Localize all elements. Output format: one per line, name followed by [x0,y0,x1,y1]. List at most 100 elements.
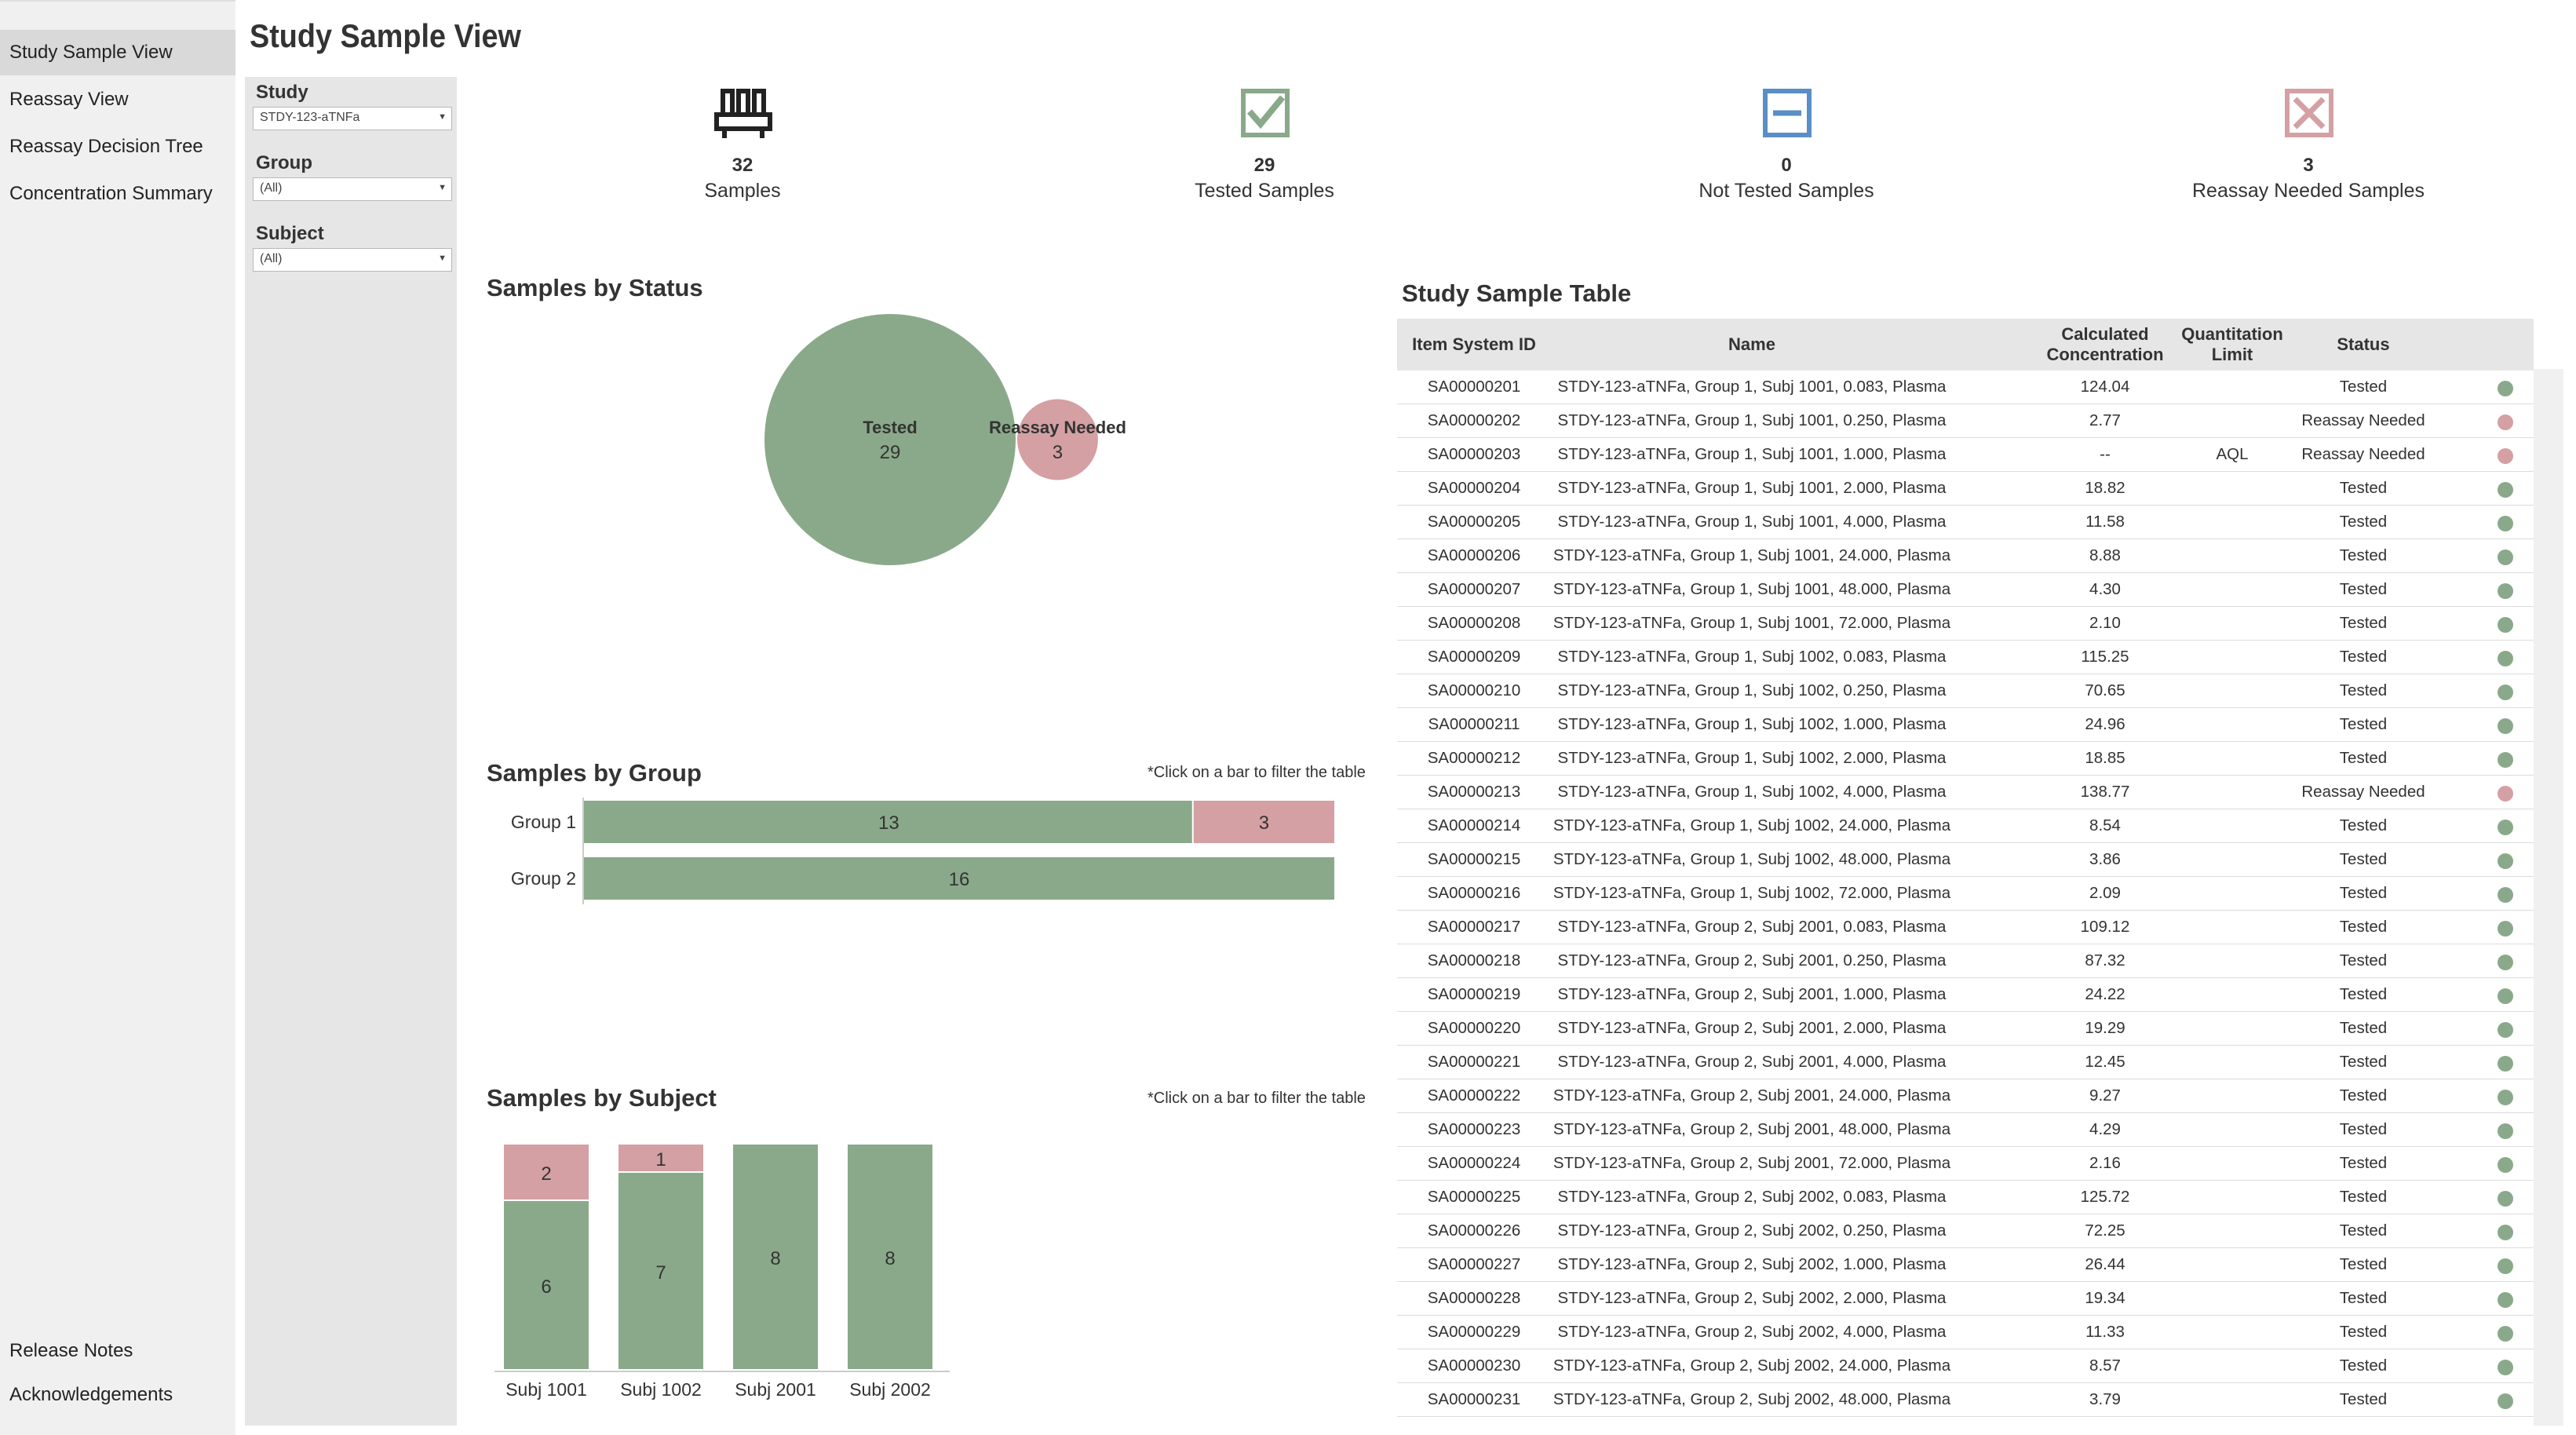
col-header-item-system-id[interactable]: Item System ID [1412,334,1536,354]
table-row[interactable]: SA00000209 STDY-123-aTNFa, Group 1, Subj … [1397,641,2534,674]
cell-name: STDY-123-aTNFa, Group 2, Subj 2002, 1.00… [1557,1255,1947,1273]
group-bar-segment[interactable] [1193,801,1334,843]
study-filter-select[interactable]: STDY-123-aTNFa ▼ [253,107,452,130]
cell-quant-limit [2177,472,2287,505]
status-bubble-chart[interactable]: Tested 29 Reassay Needed 3 [471,298,1374,612]
status-bubble-value: 3 [1053,442,1063,463]
table-row[interactable]: SA00000205 STDY-123-aTNFa, Group 1, Subj … [1397,506,2534,539]
status-dot-icon [2498,955,2513,970]
status-dot-icon [2498,516,2513,531]
cell-quant-limit [2177,1046,2287,1079]
table-row[interactable]: SA00000229 STDY-123-aTNFa, Group 2, Subj … [1397,1316,2534,1349]
cell-concentration: 3.79 [2089,1390,2121,1408]
table-row[interactable]: SA00000217 STDY-123-aTNFa, Group 2, Subj … [1397,911,2534,944]
subject-bar-segment[interactable] [618,1173,703,1369]
nav-item-study-sample-view[interactable]: Study Sample View [0,30,235,75]
cell-quant-limit [2177,1316,2287,1349]
cell-name: STDY-123-aTNFa, Group 2, Subj 2001, 72.0… [1553,1154,1951,1172]
cell-concentration: 9.27 [2089,1086,2121,1105]
table-scrollbar[interactable] [2534,369,2563,1426]
cell-name: STDY-123-aTNFa, Group 2, Subj 2001, 24.0… [1553,1086,1951,1105]
group-filter-value: (All) [260,181,283,195]
cell-name: STDY-123-aTNFa, Group 1, Subj 1001, 48.0… [1553,580,1951,598]
col-header-calculated-concentration[interactable]: Calculated Concentration [2046,324,2164,364]
cell-status: Tested [2339,681,2388,699]
col-header-quantitation-limit[interactable]: Quantitation Limit [2181,324,2283,364]
status-dot-icon [2498,887,2513,903]
table-row[interactable]: SA00000223 STDY-123-aTNFa, Group 2, Subj … [1397,1113,2534,1147]
table-row[interactable]: SA00000225 STDY-123-aTNFa, Group 2, Subj … [1397,1181,2534,1214]
table-row[interactable]: SA00000221 STDY-123-aTNFa, Group 2, Subj … [1397,1046,2534,1079]
chevron-down-icon: ▼ [438,112,447,122]
group-bar-value-label: 13 [878,812,899,834]
table-row[interactable]: SA00000230 STDY-123-aTNFa, Group 2, Subj … [1397,1349,2534,1383]
subject-bar-segment[interactable] [504,1145,589,1199]
table-row[interactable]: SA00000212 STDY-123-aTNFa, Group 1, Subj … [1397,742,2534,776]
status-bubble-tested[interactable] [764,314,1016,565]
status-bubble-reassay-needed[interactable] [1017,399,1098,480]
table-row[interactable]: SA00000202 STDY-123-aTNFa, Group 1, Subj … [1397,404,2534,438]
cell-quant-limit [2177,573,2287,606]
table-row[interactable]: SA00000219 STDY-123-aTNFa, Group 2, Subj … [1397,978,2534,1012]
nav-item-concentration-summary[interactable]: Concentration Summary [9,183,213,204]
cell-name: STDY-123-aTNFa, Group 2, Subj 2001, 0.08… [1557,918,1947,936]
table-row[interactable]: SA00000218 STDY-123-aTNFa, Group 2, Subj … [1397,944,2534,978]
table-row[interactable]: SA00000206 STDY-123-aTNFa, Group 1, Subj … [1397,539,2534,573]
cell-concentration: 125.72 [2080,1188,2130,1206]
table-row[interactable]: SA00000226 STDY-123-aTNFa, Group 2, Subj … [1397,1214,2534,1248]
cell-name: STDY-123-aTNFa, Group 2, Subj 2002, 4.00… [1557,1323,1947,1341]
table-row[interactable]: SA00000201 STDY-123-aTNFa, Group 1, Subj … [1397,371,2534,404]
cell-concentration: 4.29 [2089,1120,2121,1138]
cell-status: Tested [2339,513,2388,531]
table-title: Study Sample Table [1402,279,1632,307]
cell-status: Tested [2339,1019,2388,1037]
table-row[interactable]: SA00000208 STDY-123-aTNFa, Group 1, Subj … [1397,607,2534,641]
cell-status: Tested [2339,884,2388,902]
table-row[interactable]: SA00000224 STDY-123-aTNFa, Group 2, Subj … [1397,1147,2534,1181]
cell-concentration: 8.54 [2089,816,2121,834]
subject-filter-select[interactable]: (All) ▼ [253,248,452,272]
table-row[interactable]: SA00000220 STDY-123-aTNFa, Group 2, Subj … [1397,1012,2534,1046]
subject-bar-chart[interactable]: 6 2 Subj 1001 7 1 Subj 1002 8 Subj 2001 8 Subj 20… [471,1130,973,1405]
group-bar-segment[interactable] [584,801,1192,843]
status-dot-icon [2498,583,2513,599]
table-row[interactable]: SA00000213 STDY-123-aTNFa, Group 1, Subj … [1397,776,2534,809]
group-bar-chart[interactable]: Group 1 13 3 Group 2 16 [471,785,1381,911]
col-header-name[interactable]: Name [1728,334,1775,354]
cell-name: STDY-123-aTNFa, Group 1, Subj 1002, 2.00… [1557,749,1947,767]
subject-bar-segment[interactable] [504,1201,589,1369]
sidebar-nav: Study Sample View Reassay View Reassay D… [0,0,235,1435]
cell-item-id: SA00000218 [1427,951,1521,969]
table-row[interactable]: SA00000207 STDY-123-aTNFa, Group 1, Subj … [1397,573,2534,607]
cell-item-id: SA00000229 [1427,1323,1521,1341]
table-row[interactable]: SA00000222 STDY-123-aTNFa, Group 2, Subj … [1397,1079,2534,1113]
cell-name: STDY-123-aTNFa, Group 2, Subj 2002, 0.25… [1557,1221,1947,1240]
cell-item-id: SA00000207 [1427,580,1521,598]
table-row[interactable]: SA00000204 STDY-123-aTNFa, Group 1, Subj … [1397,472,2534,506]
cell-status: Tested [2339,1255,2388,1273]
table-row[interactable]: SA00000227 STDY-123-aTNFa, Group 2, Subj … [1397,1248,2534,1282]
status-dot-icon [2498,651,2513,666]
subject-bar-segment[interactable] [733,1145,818,1369]
table-row[interactable]: SA00000216 STDY-123-aTNFa, Group 1, Subj … [1397,877,2534,911]
subject-bar-segment[interactable] [618,1145,703,1171]
nav-item-release-notes[interactable]: Release Notes [9,1340,133,1361]
group-bar-segment[interactable] [584,857,1334,900]
nav-item-acknowledgements[interactable]: Acknowledgements [9,1384,173,1405]
subject-bar-segment[interactable] [848,1145,932,1369]
col-header-status[interactable]: Status [2337,334,2390,354]
nav-item-reassay-decision-tree[interactable]: Reassay Decision Tree [9,136,203,157]
nav-item-reassay-view[interactable]: Reassay View [9,89,129,110]
table-row[interactable]: SA00000203 STDY-123-aTNFa, Group 1, Subj … [1397,438,2534,472]
table-row[interactable]: SA00000211 STDY-123-aTNFa, Group 1, Subj … [1397,708,2534,742]
cell-quant-limit [2177,371,2287,403]
cell-concentration: 26.44 [2085,1255,2125,1273]
table-row[interactable]: SA00000215 STDY-123-aTNFa, Group 1, Subj … [1397,843,2534,877]
status-dot-icon [2498,820,2513,835]
table-row[interactable]: SA00000210 STDY-123-aTNFa, Group 1, Subj … [1397,674,2534,708]
table-row[interactable]: SA00000228 STDY-123-aTNFa, Group 2, Subj … [1397,1282,2534,1316]
table-row[interactable]: SA00000214 STDY-123-aTNFa, Group 1, Subj … [1397,809,2534,843]
table-row[interactable]: SA00000231 STDY-123-aTNFa, Group 2, Subj … [1397,1383,2534,1417]
group-filter-select[interactable]: (All) ▼ [253,177,452,201]
subject-axis-label: Subj 2002 [849,1379,931,1400]
